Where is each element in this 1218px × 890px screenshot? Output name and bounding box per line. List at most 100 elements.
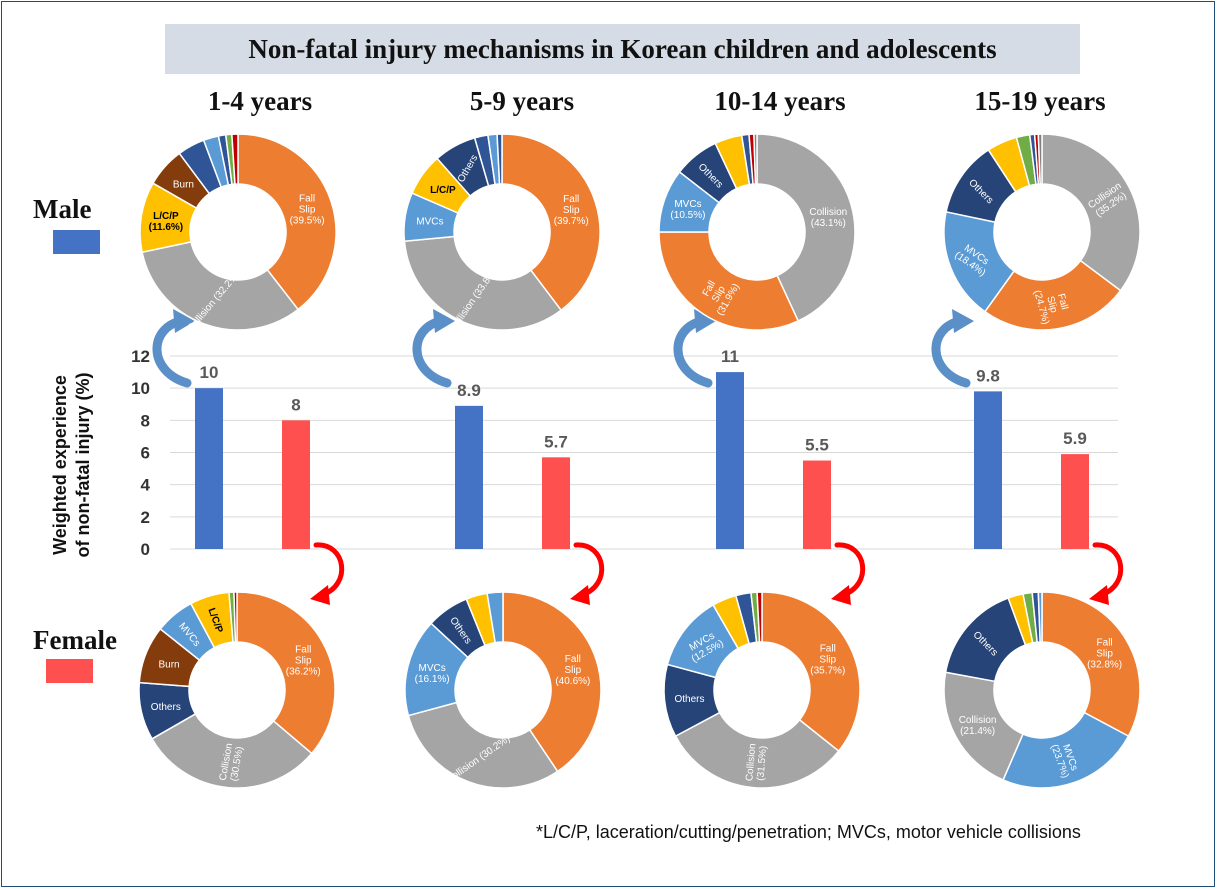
female-bar-3 [803,460,831,549]
fall-slice [502,591,602,773]
lcp-label: L/C/P [430,185,456,196]
age-group-label-10-14: 10-14 years [714,86,846,116]
age-group-label-15-19: 15-19 years [974,86,1106,116]
darkred-slice [756,591,763,643]
fall-slice [761,591,861,753]
female-donut-4: FallSlip(32.8%)MVCs(23.7%)Collision(21.4… [943,591,1141,789]
collision-slice [141,240,300,331]
female-donut-1: FallSlip(36.2%)Collision(30.5%)OthersBur… [138,591,336,789]
slice-label-line: Collision [959,715,997,726]
male-donut-3: Collision(43.1%)FallSlip(31.9%)MVCs(10.5… [658,133,856,331]
slice-label-line: MVCs [674,199,701,210]
legend-male-label: Male [33,194,92,224]
navy-slice [496,133,503,185]
slice-label-line: Slip [295,655,312,666]
mvcs-slice [1002,711,1130,789]
female-bar-4 [1061,454,1089,549]
fall-slice [501,133,601,312]
others-label: Others [151,702,181,713]
slice-label-line: MVCs [416,217,443,228]
slice-label-line: Collision [809,207,847,218]
female-link-arrow [1092,542,1124,598]
fall-slice [237,133,337,311]
fall-slice [1041,591,1141,738]
slice-label-line: Slip [819,654,836,665]
slice-label-line: (43.1%) [811,218,846,229]
fall-slice [658,231,800,331]
collision-label: Collision(31.5%) [744,743,769,782]
male-bar-value-label: 8.9 [457,381,481,400]
fall-slice [236,591,336,755]
footnote: *L/C/P, laceration/cutting/penetration; … [536,822,1081,842]
male-link-arrowhead [952,309,974,333]
mvcs-label: MVCs(10.5%) [670,199,705,221]
collision-label: Collision(43.1%) [809,207,847,229]
slice-label-line: L/C/P [430,185,456,196]
slice-label-line: (39.5%) [290,215,325,226]
male-donut-4: Collision(35.2%)FallSlip(24.7%)MVCs(18.4… [943,133,1141,331]
slice-label-line: (11.6%) [149,222,183,233]
darkred-slice [231,133,239,185]
male-link-arrow [931,316,971,388]
y-tick-label: 6 [141,444,150,463]
slice-label-line: L/C/P [153,211,179,222]
male-link-arrow [152,316,192,388]
collision-slice [1041,133,1141,292]
female-bar-2 [542,457,570,549]
slice-label-line: (35.7%) [810,665,845,676]
male-link-arrowhead [433,309,455,333]
gray-slice [1037,133,1043,185]
collision-slice [674,711,840,789]
slice-label-line: Others [674,694,704,705]
female-bar-value-label: 8 [291,395,300,414]
female-bar-value-label: 5.5 [805,436,829,455]
male-link-arrow [412,316,452,388]
female-link-arrowhead [1089,585,1109,605]
legend-male-swatch [53,230,100,254]
y-tick-label: 2 [141,508,150,527]
y-tick-label: 12 [131,347,150,366]
male-link-arrowhead [173,309,195,333]
darkred-slice [233,591,238,643]
y-tick-label: 0 [141,540,150,559]
age-group-label-1-4: 1-4 years [207,86,313,116]
female-link-arrow [834,542,866,598]
collision-slice [151,712,313,789]
fall-slice [983,259,1122,331]
male-bar-value-label: 11 [721,347,739,366]
collision-label: Collision(21.4%) [959,715,997,737]
female-link-arrowhead [310,585,330,605]
chart-title: Non-fatal injury mechanisms in Korean ch… [165,24,1080,74]
slice-label-line: (32.8%) [1087,659,1122,670]
y-tick-label: 8 [141,411,150,430]
male-bar-value-label: 9.8 [976,366,1000,385]
legend-female-label: Female [33,625,117,655]
mvcs-label: MVCs(16.1%) [415,663,450,685]
male-bar-4 [974,391,1002,549]
slice-label-line: Fall [565,654,581,665]
female-bar-value-label: 5.9 [1063,429,1087,448]
female-bar-value-label: 5.7 [544,432,568,451]
lcp-label: L/C/P(11.6%) [149,211,183,233]
y-tick-label: 4 [141,476,151,495]
slice-label-line: Fall [820,643,836,654]
collision-slice [407,701,559,789]
slice-label-line: Fall [299,193,315,204]
female-link-arrowhead [831,585,851,605]
slice-label-line: Slip [564,665,581,676]
mvcs-label: MVCs [416,217,443,228]
slice-label-line: Fall [563,194,579,205]
slice-label-line: (36.2%) [286,666,321,677]
y-tick-label: 10 [131,379,150,398]
burn-label: Burn [158,659,179,670]
legend-female-swatch [46,659,93,683]
collision-slice [403,235,563,331]
slice-label-line: Burn [173,180,194,191]
male-bar-1 [195,388,223,549]
